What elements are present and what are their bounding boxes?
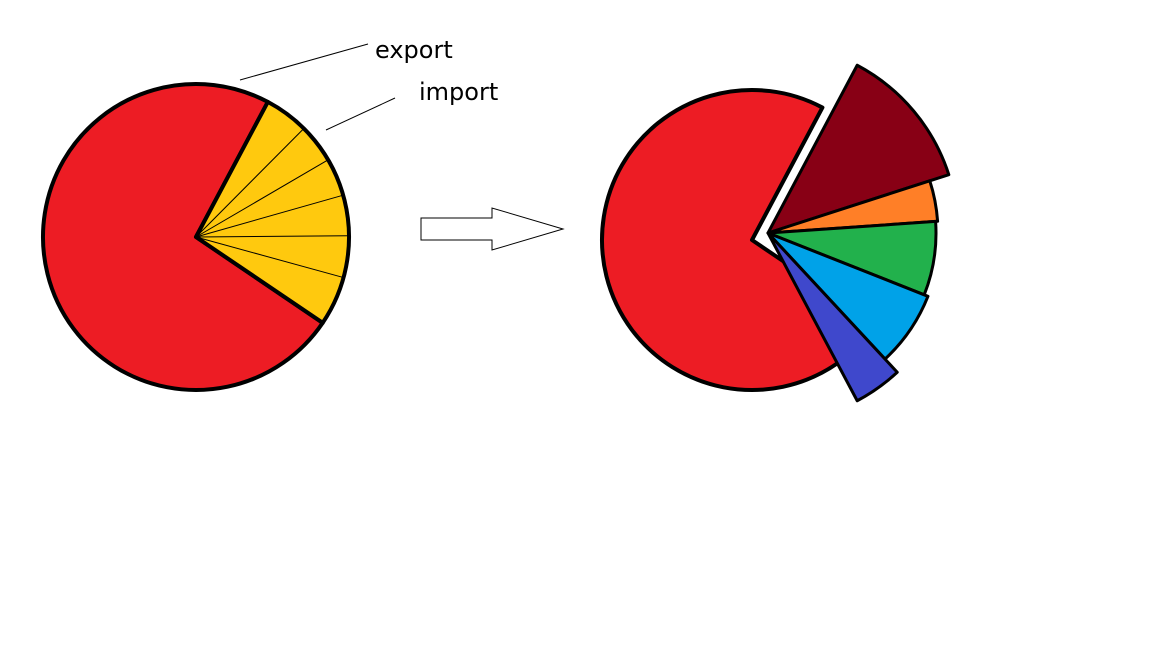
- import-label: import: [419, 78, 498, 106]
- export-leader-line: [239, 43, 369, 81]
- original-pie-chart: [41, 82, 351, 392]
- export-slice: [600, 88, 879, 392]
- import-part-5: [766, 231, 899, 403]
- import-subdivision-line: [195, 159, 329, 238]
- export-slice: [41, 82, 325, 392]
- import-slice: [194, 99, 351, 325]
- import-subdivision-line: [195, 235, 349, 238]
- import-subdivision-line: [195, 194, 344, 238]
- import-part-2: [766, 179, 940, 235]
- export-label: export: [375, 36, 453, 64]
- import-subdivision-line: [195, 128, 305, 238]
- import-part-1: [766, 63, 951, 235]
- transform-arrow: [420, 207, 565, 251]
- import-leader-line: [325, 97, 396, 131]
- exploded-pie-chart: [600, 63, 951, 403]
- import-subdivision-line: [195, 236, 344, 279]
